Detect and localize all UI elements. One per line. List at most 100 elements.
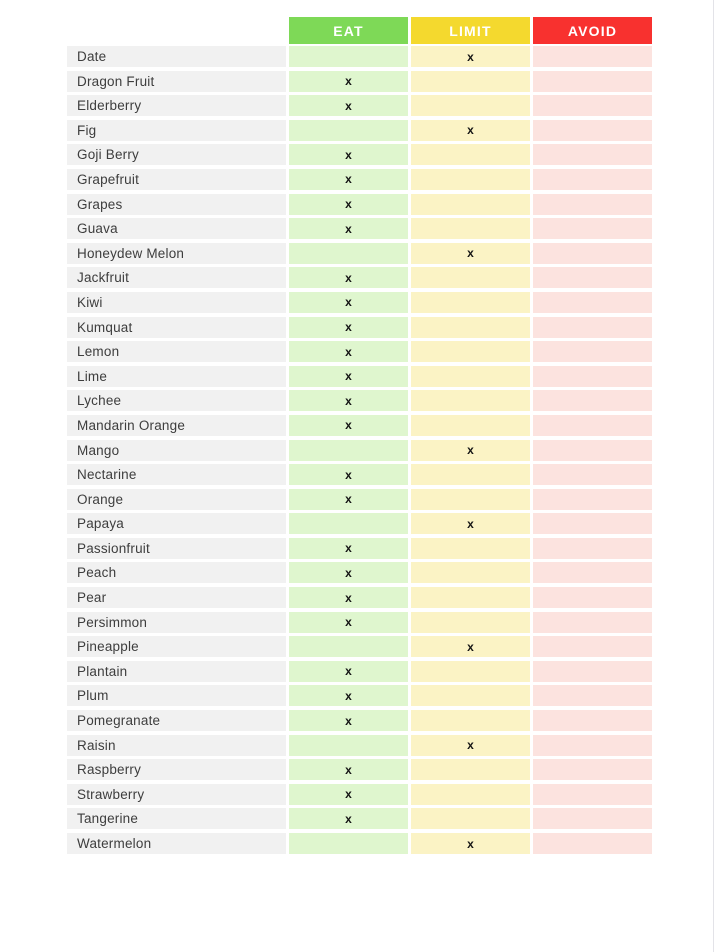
eat-cell: x (289, 660, 408, 682)
avoid-cell (533, 808, 652, 830)
limit-cell (411, 611, 530, 633)
limit-cell (411, 316, 530, 338)
limit-cell (411, 464, 530, 486)
fruit-name-cell: Mandarin Orange (67, 414, 286, 436)
avoid-cell (533, 119, 652, 141)
table-row: Fig x (67, 119, 652, 141)
table-row: Papaya x (67, 513, 652, 535)
avoid-cell (533, 95, 652, 117)
fruit-name-cell: Elderberry (67, 95, 286, 117)
fruit-name-cell: Goji Berry (67, 144, 286, 166)
fruit-name-cell: Kumquat (67, 316, 286, 338)
table-row: Kumquat x (67, 316, 652, 338)
x-mark: x (345, 418, 352, 433)
eat-cell: x (289, 414, 408, 436)
eat-cell (289, 242, 408, 264)
table-row: Tangerine x (67, 808, 652, 830)
table-row: Lychee x (67, 390, 652, 412)
x-mark: x (345, 787, 352, 802)
x-mark: x (345, 344, 352, 359)
limit-cell (411, 562, 530, 584)
table-row: Orange x (67, 488, 652, 510)
avoid-cell (533, 783, 652, 805)
x-mark: x (467, 836, 474, 851)
fruit-name-cell: Mango (67, 439, 286, 461)
limit-cell: x (411, 833, 530, 854)
eat-cell: x (289, 267, 408, 289)
x-mark: x (345, 492, 352, 507)
eat-cell: x (289, 218, 408, 240)
x-mark: x (345, 688, 352, 703)
table-row: Raisin x (67, 734, 652, 756)
table-row: Jackfruit x (67, 267, 652, 289)
fruit-name-cell: Peach (67, 562, 286, 584)
fruit-name-cell: Plum (67, 685, 286, 707)
table-row: Peach x (67, 562, 652, 584)
limit-cell (411, 193, 530, 215)
limit-cell: x (411, 636, 530, 658)
table-row: Lemon x (67, 341, 652, 363)
eat-cell (289, 439, 408, 461)
x-mark: x (467, 516, 474, 531)
x-mark: x (467, 639, 474, 654)
limit-cell (411, 783, 530, 805)
limit-cell (411, 488, 530, 510)
avoid-cell (533, 685, 652, 707)
x-mark: x (345, 147, 352, 162)
eat-cell: x (289, 341, 408, 363)
eat-cell: x (289, 685, 408, 707)
avoid-cell (533, 144, 652, 166)
table-body: Date x Dragon Fruit x Elderberry x Fig x Goji Be… (67, 46, 652, 854)
limit-cell (411, 95, 530, 117)
avoid-cell (533, 291, 652, 313)
x-mark: x (345, 590, 352, 605)
avoid-cell (533, 193, 652, 215)
avoid-cell (533, 611, 652, 633)
table-row: Grapefruit x (67, 168, 652, 190)
fruit-name-cell: Grapefruit (67, 168, 286, 190)
eat-cell: x (289, 390, 408, 412)
column-header-avoid: AVOID (533, 17, 652, 44)
eat-cell: x (289, 193, 408, 215)
table-row: Raspberry x (67, 759, 652, 781)
fruit-name-cell: Lychee (67, 390, 286, 412)
fruit-guide-table: EAT LIMIT AVOID Date x Dragon Fruit x Elderb… (67, 17, 652, 858)
avoid-cell (533, 70, 652, 92)
x-mark: x (345, 467, 352, 482)
avoid-cell (533, 218, 652, 240)
table-row: Passionfruit x (67, 537, 652, 559)
limit-cell: x (411, 119, 530, 141)
limit-cell (411, 365, 530, 387)
avoid-cell (533, 341, 652, 363)
limit-cell: x (411, 513, 530, 535)
eat-cell: x (289, 291, 408, 313)
limit-cell (411, 144, 530, 166)
x-mark: x (345, 98, 352, 113)
eat-cell: x (289, 587, 408, 609)
fruit-name-cell: Tangerine (67, 808, 286, 830)
fruit-name-cell: Papaya (67, 513, 286, 535)
fruit-name-cell: Jackfruit (67, 267, 286, 289)
fruit-name-cell: Raspberry (67, 759, 286, 781)
eat-cell (289, 513, 408, 535)
eat-cell (289, 734, 408, 756)
eat-cell (289, 833, 408, 854)
x-mark: x (345, 172, 352, 187)
avoid-cell (533, 587, 652, 609)
table-row: Dragon Fruit x (67, 70, 652, 92)
limit-cell (411, 390, 530, 412)
avoid-cell (533, 439, 652, 461)
eat-cell: x (289, 488, 408, 510)
fruit-name-cell: Plantain (67, 660, 286, 682)
fruit-name-cell: Kiwi (67, 291, 286, 313)
fruit-name-cell: Guava (67, 218, 286, 240)
table-row: Kiwi x (67, 291, 652, 313)
fruit-name-cell: Strawberry (67, 783, 286, 805)
x-mark: x (345, 713, 352, 728)
fruit-name-cell: Watermelon (67, 833, 286, 854)
limit-cell: x (411, 242, 530, 264)
avoid-cell (533, 242, 652, 264)
eat-cell: x (289, 562, 408, 584)
eat-cell: x (289, 783, 408, 805)
fruit-name-cell: Nectarine (67, 464, 286, 486)
